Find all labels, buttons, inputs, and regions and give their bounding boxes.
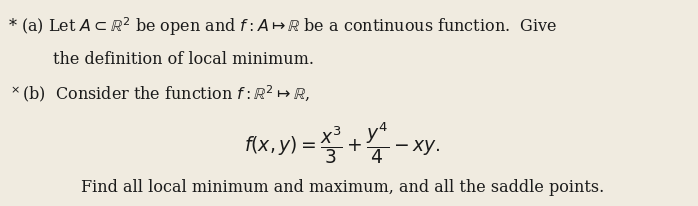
Text: the definition of local minimum.: the definition of local minimum. xyxy=(52,51,313,68)
Text: * (a) Let $A \subset \mathbb{R}^2$ be open and $f : A \mapsto \mathbb{R}$ be a c: * (a) Let $A \subset \mathbb{R}^2$ be op… xyxy=(8,16,558,38)
Text: $f(x, y) = \dfrac{x^3}{3} + \dfrac{y^4}{4} - xy.$: $f(x, y) = \dfrac{x^3}{3} + \dfrac{y^4}{… xyxy=(244,120,440,165)
Text: Find all local minimum and maximum, and all the saddle points.: Find all local minimum and maximum, and … xyxy=(80,178,604,195)
Text: $^\times$(b)  Consider the function $f : \mathbb{R}^2 \mapsto \mathbb{R}$,: $^\times$(b) Consider the function $f : … xyxy=(8,83,310,104)
